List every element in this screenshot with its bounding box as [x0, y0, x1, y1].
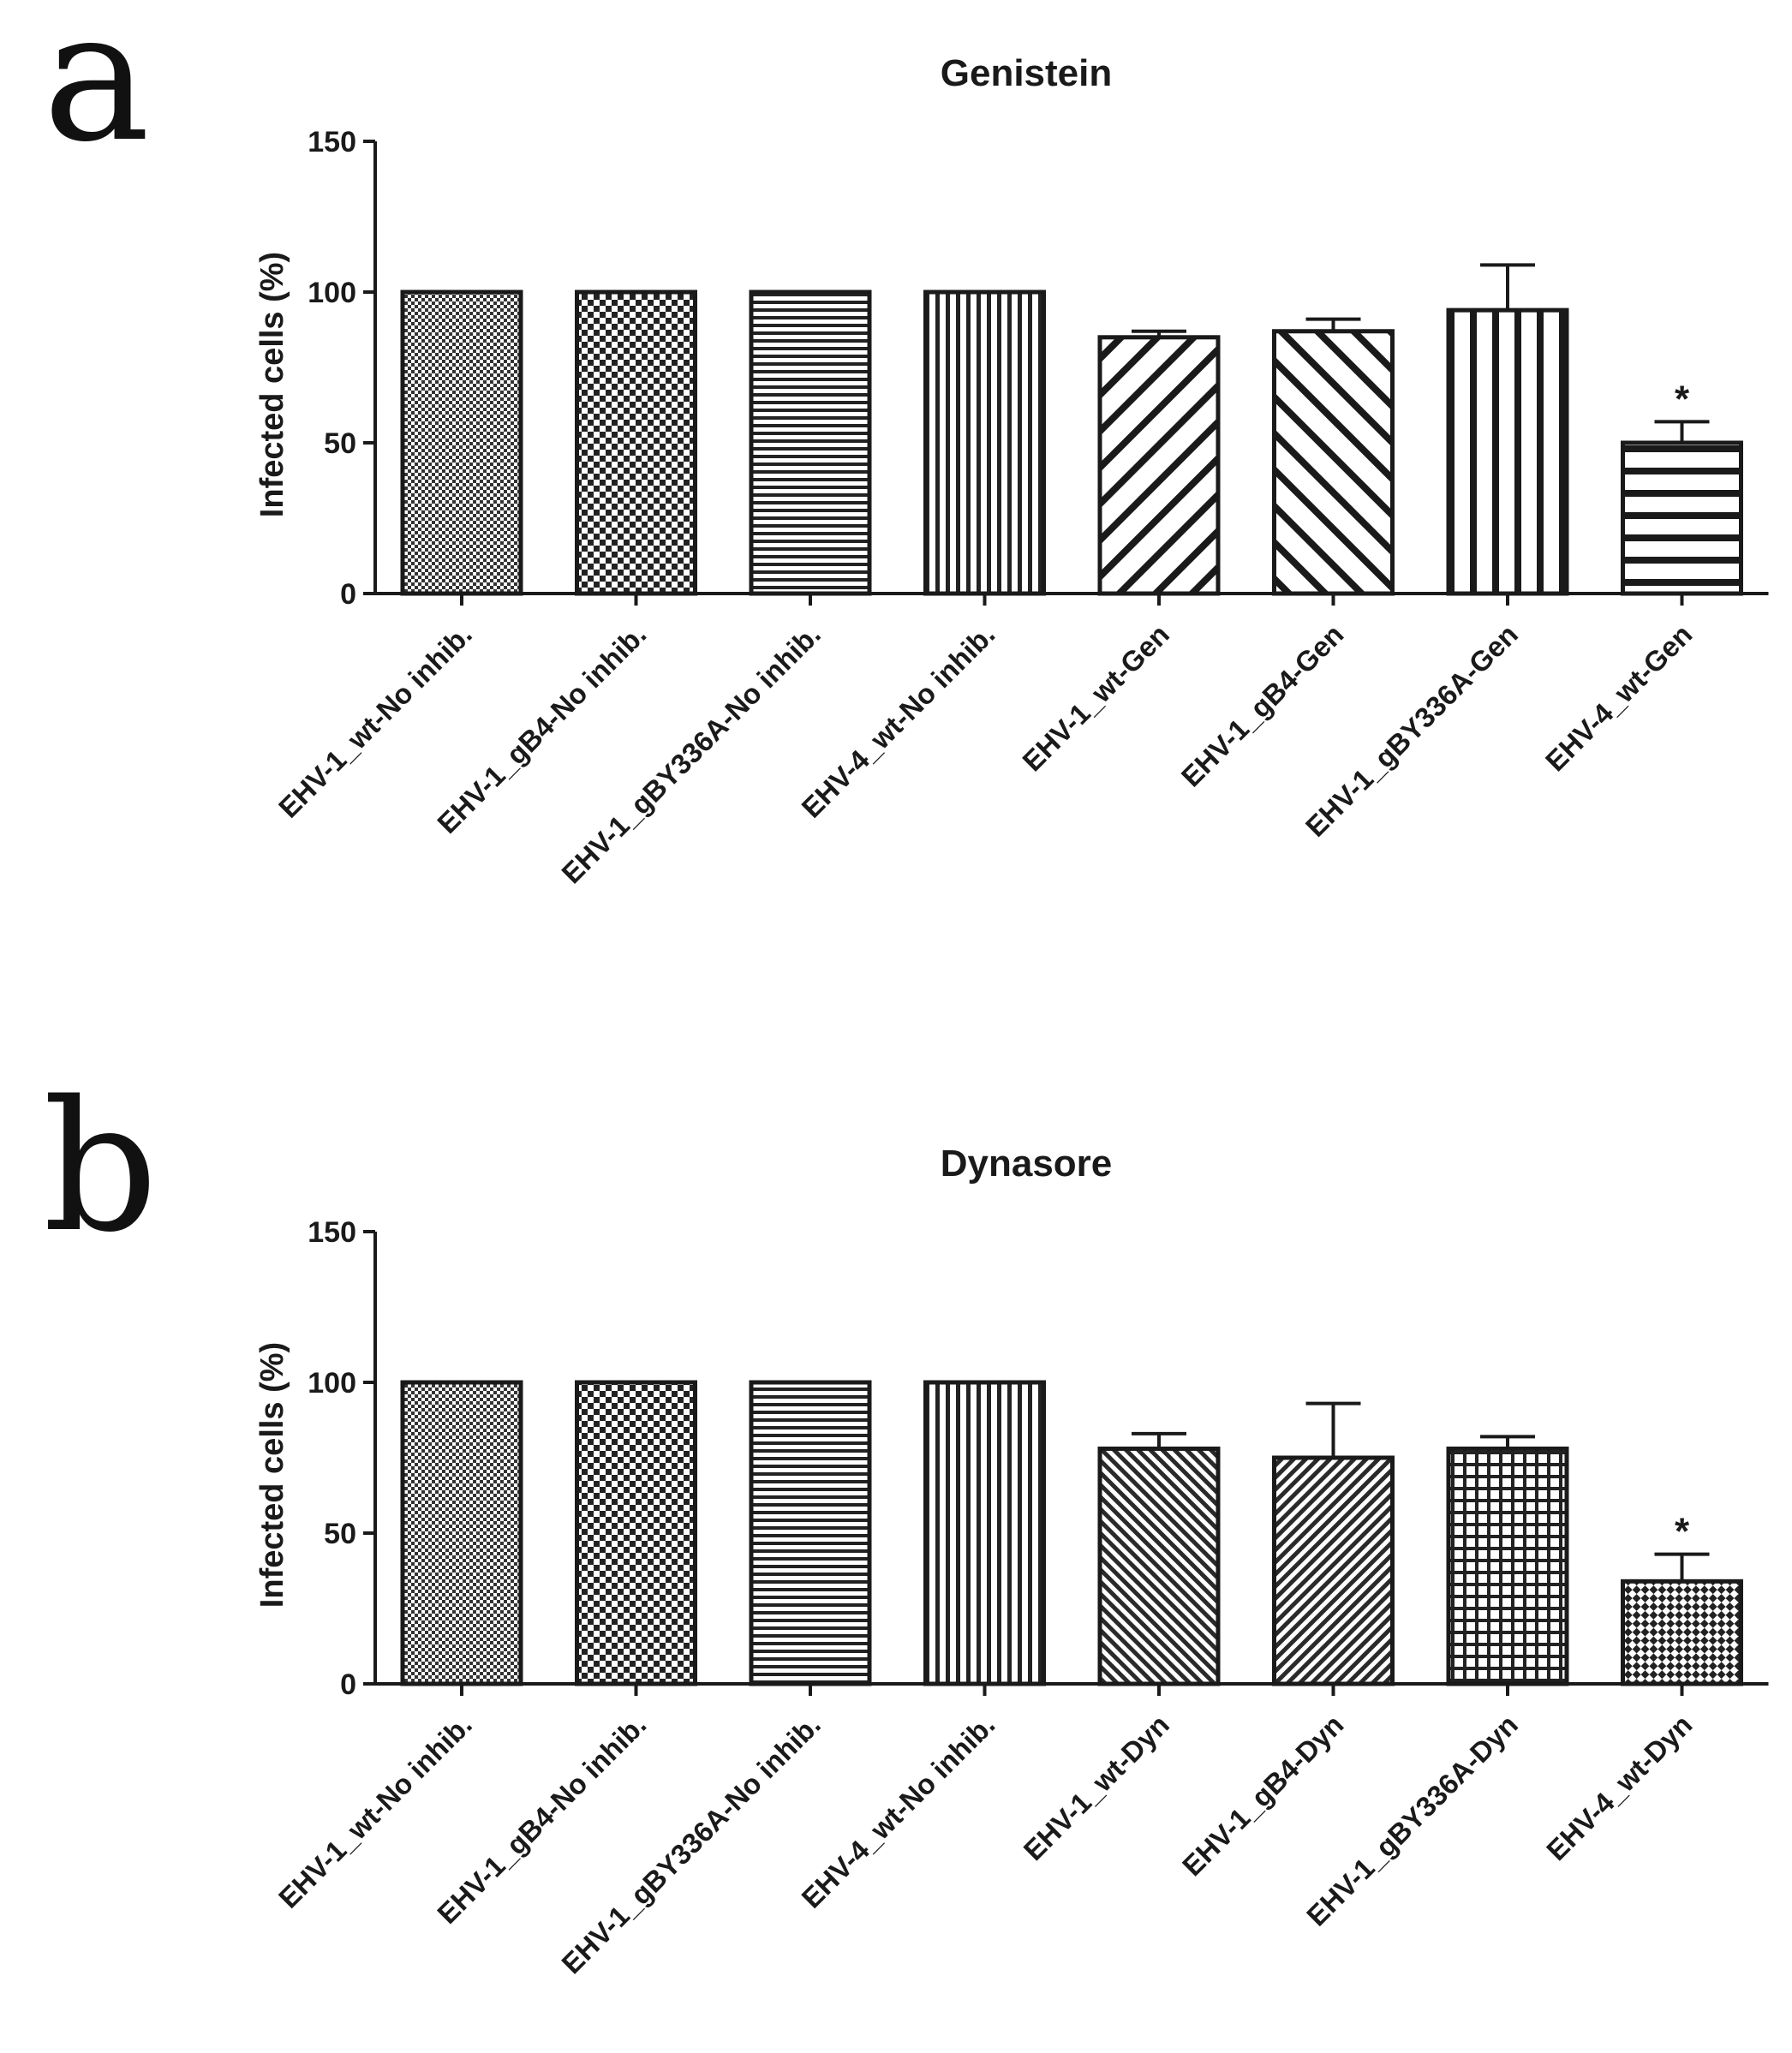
chart-title: Genistein — [941, 52, 1113, 94]
y-tick-label: 100 — [308, 277, 356, 309]
figure-canvas: a b Genistein Infected cells (%) 0 50 100 1… — [0, 0, 1792, 2053]
bar — [577, 1382, 696, 1684]
y-tick-label: 50 — [324, 427, 356, 460]
bar — [1100, 337, 1218, 594]
x-tick-label: EHV-4_wt-No inhib. — [795, 1709, 1001, 1914]
x-tick-label: EHV-1_gB4-Dyn — [1176, 1709, 1350, 1883]
chart-genistein: Genistein Infected cells (%) 0 50 100 150 EH… — [254, 52, 1769, 889]
bar — [1100, 1448, 1218, 1684]
y-axis-label: Infected cells (%) — [254, 1342, 290, 1608]
bar — [751, 292, 869, 594]
x-tick-label: EHV-1_wt-No inhib. — [272, 1709, 478, 1914]
bar — [1623, 443, 1741, 594]
y-tick-label: 0 — [340, 1668, 356, 1701]
bar — [926, 292, 1044, 594]
y-tick-label: 100 — [308, 1367, 356, 1400]
y-tick-label: 0 — [340, 578, 356, 611]
bar — [926, 1382, 1044, 1684]
y-tick-label: 150 — [308, 126, 356, 158]
chart-title: Dynasore — [941, 1143, 1113, 1185]
y-tick-label: 150 — [308, 1216, 356, 1249]
significance-marker: * — [1675, 378, 1690, 420]
bar — [1623, 1581, 1741, 1684]
x-tick-label: EHV-1_wt-Dyn — [1018, 1709, 1175, 1866]
y-tick-label: 50 — [324, 1518, 356, 1550]
panel-letter-b: b — [43, 1062, 158, 1272]
chart-dynasore: Dynasore Infected cells (%) 0 50 100 150 EHV… — [254, 1143, 1769, 1979]
bar — [577, 292, 696, 594]
x-tick-label: EHV-4_wt-Gen — [1539, 618, 1699, 778]
bar — [751, 1382, 869, 1684]
bar — [1449, 310, 1567, 594]
bar — [1275, 1458, 1393, 1684]
panel-letter-a: a — [43, 0, 150, 182]
significance-marker: * — [1675, 1511, 1690, 1553]
bar — [403, 292, 521, 594]
x-tick-label: EHV-1_wt-No inhib. — [272, 618, 478, 824]
x-tick-label: EHV-4_wt-Dyn — [1540, 1709, 1698, 1866]
bar — [403, 1382, 521, 1684]
x-tick-label: EHV-1_gB4-Gen — [1175, 618, 1350, 793]
bar — [1275, 331, 1393, 594]
bar — [1449, 1448, 1567, 1684]
x-tick-label: EHV-1_wt-Gen — [1016, 618, 1175, 778]
x-tick-label: EHV-4_wt-No inhib. — [795, 618, 1001, 824]
y-axis-label: Infected cells (%) — [254, 252, 290, 517]
